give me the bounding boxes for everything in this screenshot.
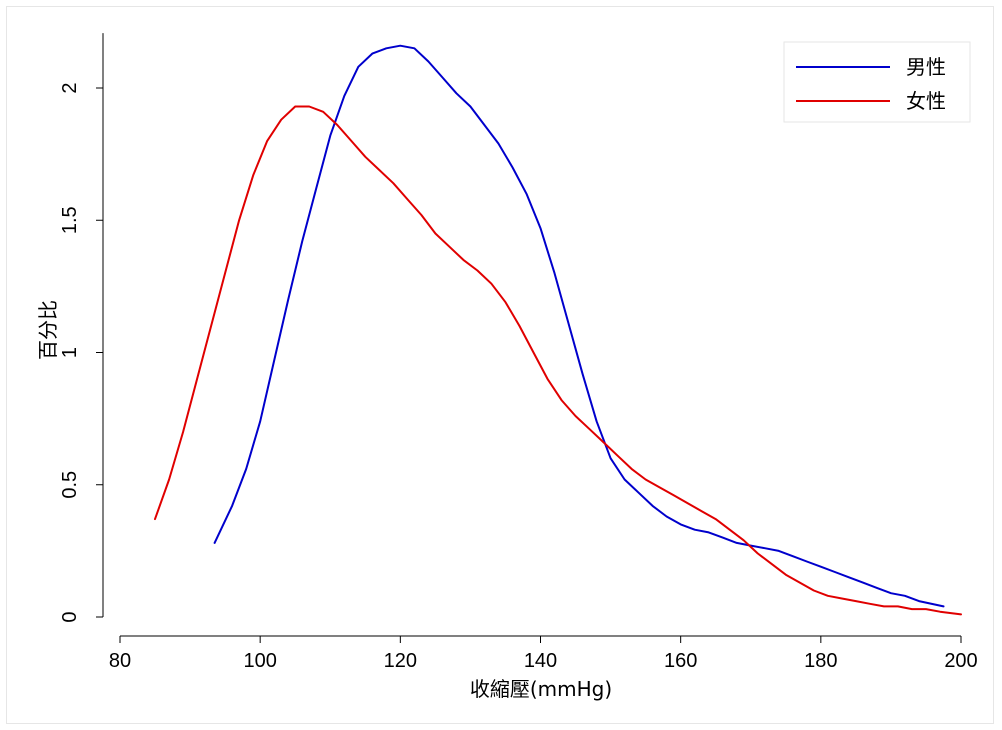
y-tick-label: 1.5 — [59, 206, 81, 234]
series-line-male — [213, 44, 945, 608]
chart-frame — [6, 6, 994, 724]
x-tick-label: 100 — [243, 650, 276, 672]
x-tick-label: 200 — [944, 650, 977, 672]
x-tick-label: 80 — [109, 650, 131, 672]
legend-label-male: 男性 — [906, 55, 946, 79]
x-tick-label: 160 — [664, 650, 697, 672]
x-tick-label: 120 — [384, 650, 417, 672]
x-tick-label: 180 — [804, 650, 837, 672]
y-axis-title: 百分比 — [36, 300, 60, 360]
y-tick-label: 0.5 — [59, 471, 81, 499]
legend-box — [783, 41, 971, 123]
y-tick-label: 1 — [59, 347, 81, 358]
legend-label-female: 女性 — [906, 89, 946, 113]
x-tick-label: 140 — [524, 650, 557, 672]
legend: 男性 女性 — [783, 41, 971, 123]
x-axis-title: 收縮壓(mmHg) — [470, 677, 612, 701]
y-tick-label: 2 — [59, 82, 81, 93]
y-tick-label: 0 — [59, 611, 81, 622]
axes: 80 100 120 140 160 180 200 0 0.5 1 1.5 2 — [59, 33, 978, 672]
series-layer — [154, 44, 962, 616]
series-line-female — [154, 105, 962, 616]
